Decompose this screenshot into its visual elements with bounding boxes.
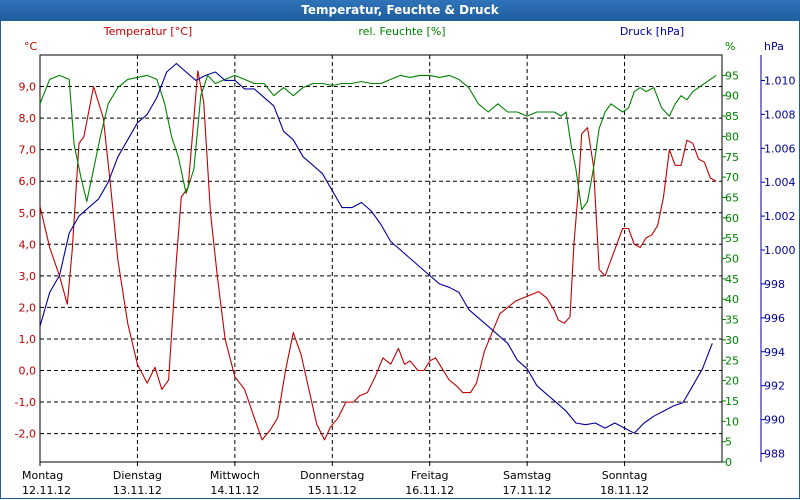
temp-axis-title: Temperatur [°C] xyxy=(103,25,192,38)
hum-tick-label: 45 xyxy=(725,273,739,286)
pressure-line xyxy=(39,62,713,434)
date-label: 16.11.12 xyxy=(405,484,454,497)
hum-tick-label: 5 xyxy=(725,436,732,449)
press-tick-label: 1.000 xyxy=(764,244,796,257)
hum-axis-title: rel. Feuchte [%] xyxy=(358,25,445,38)
press-tick-label: 998 xyxy=(764,278,785,291)
hum-tick-label: 75 xyxy=(725,151,739,164)
hum-tick-label: 0 xyxy=(725,456,732,469)
press-tick-label: 1.004 xyxy=(764,176,796,189)
date-label: 12.11.12 xyxy=(22,484,71,497)
press-tick-label: 1.010 xyxy=(764,74,796,87)
temp-unit: °C xyxy=(24,40,38,53)
temp-tick-label: 3,0 xyxy=(19,270,37,283)
plot-border xyxy=(39,54,723,463)
date-label: 14.11.12 xyxy=(210,484,259,497)
temp-tick-label: 9,0 xyxy=(19,81,37,94)
press-tick-label: 994 xyxy=(764,346,785,359)
hum-tick-label: 40 xyxy=(725,293,739,306)
window-title: Temperatur, Feuchte & Druck xyxy=(0,0,800,21)
temp-tick-label: 6,0 xyxy=(19,175,37,188)
day-label: Donnerstag xyxy=(300,469,364,482)
hum-tick-label: 80 xyxy=(725,130,739,143)
temp-tick-label: 1,0 xyxy=(19,333,37,346)
press-tick-label: 992 xyxy=(764,380,785,393)
hum-tick-label: 15 xyxy=(725,395,739,408)
humidity-line xyxy=(39,74,717,211)
temp-tick-label: 0,0 xyxy=(19,365,37,378)
hum-tick-label: 70 xyxy=(725,171,739,184)
date-label: 15.11.12 xyxy=(308,484,357,497)
hum-tick-label: 20 xyxy=(725,375,739,388)
hum-unit: % xyxy=(725,40,735,53)
press-unit: hPa xyxy=(764,40,784,53)
press-tick-label: 988 xyxy=(764,448,785,461)
day-label: Samstag xyxy=(503,469,551,482)
press-tick-label: 996 xyxy=(764,312,785,325)
temp-tick-label: -1,0 xyxy=(15,396,36,409)
temp-tick-label: 7,0 xyxy=(19,144,37,157)
hum-tick-label: 90 xyxy=(725,90,739,103)
temp-tick-label: 5,0 xyxy=(19,207,37,220)
hum-tick-label: 25 xyxy=(725,354,739,367)
hum-tick-label: 50 xyxy=(725,253,739,266)
temp-tick-label: -2,0 xyxy=(15,428,36,441)
day-label: Dienstag xyxy=(113,469,162,482)
temp-tick-label: 8,0 xyxy=(19,112,37,125)
day-label: Mittwoch xyxy=(210,469,260,482)
hum-tick-label: 35 xyxy=(725,314,739,327)
temp-tick-label: 4,0 xyxy=(19,238,37,251)
series-lines xyxy=(39,62,717,441)
press-tick-label: 1.006 xyxy=(764,142,796,155)
hum-tick-label: 55 xyxy=(725,232,739,245)
temperature-line xyxy=(39,70,717,441)
hum-tick-label: 30 xyxy=(725,334,739,347)
axes xyxy=(39,54,765,466)
date-label: 17.11.12 xyxy=(503,484,552,497)
hum-tick-label: 65 xyxy=(725,191,739,204)
press-axis-title: Druck [hPa] xyxy=(620,25,684,38)
hum-tick-label: 95 xyxy=(725,69,739,82)
press-tick-label: 1.002 xyxy=(764,210,796,223)
hum-tick-label: 60 xyxy=(725,212,739,225)
press-tick-label: 1.008 xyxy=(764,108,796,121)
date-label: 13.11.12 xyxy=(113,484,162,497)
hum-tick-label: 10 xyxy=(725,415,739,428)
hum-tick-label: 85 xyxy=(725,110,739,123)
axis-labels: -2,0 -1,0 0,0 1,0 2,0 3,0 4,0 5,0 6,0 7,0 8,0 9,0 0 5… xyxy=(15,25,796,497)
day-label: Sonntag xyxy=(602,469,648,482)
day-label: Montag xyxy=(22,469,63,482)
date-label: 18.11.12 xyxy=(600,484,649,497)
press-tick-label: 990 xyxy=(764,414,785,427)
temp-tick-label: 2,0 xyxy=(19,301,37,314)
grid xyxy=(40,55,722,462)
day-label: Freitag xyxy=(411,469,449,482)
